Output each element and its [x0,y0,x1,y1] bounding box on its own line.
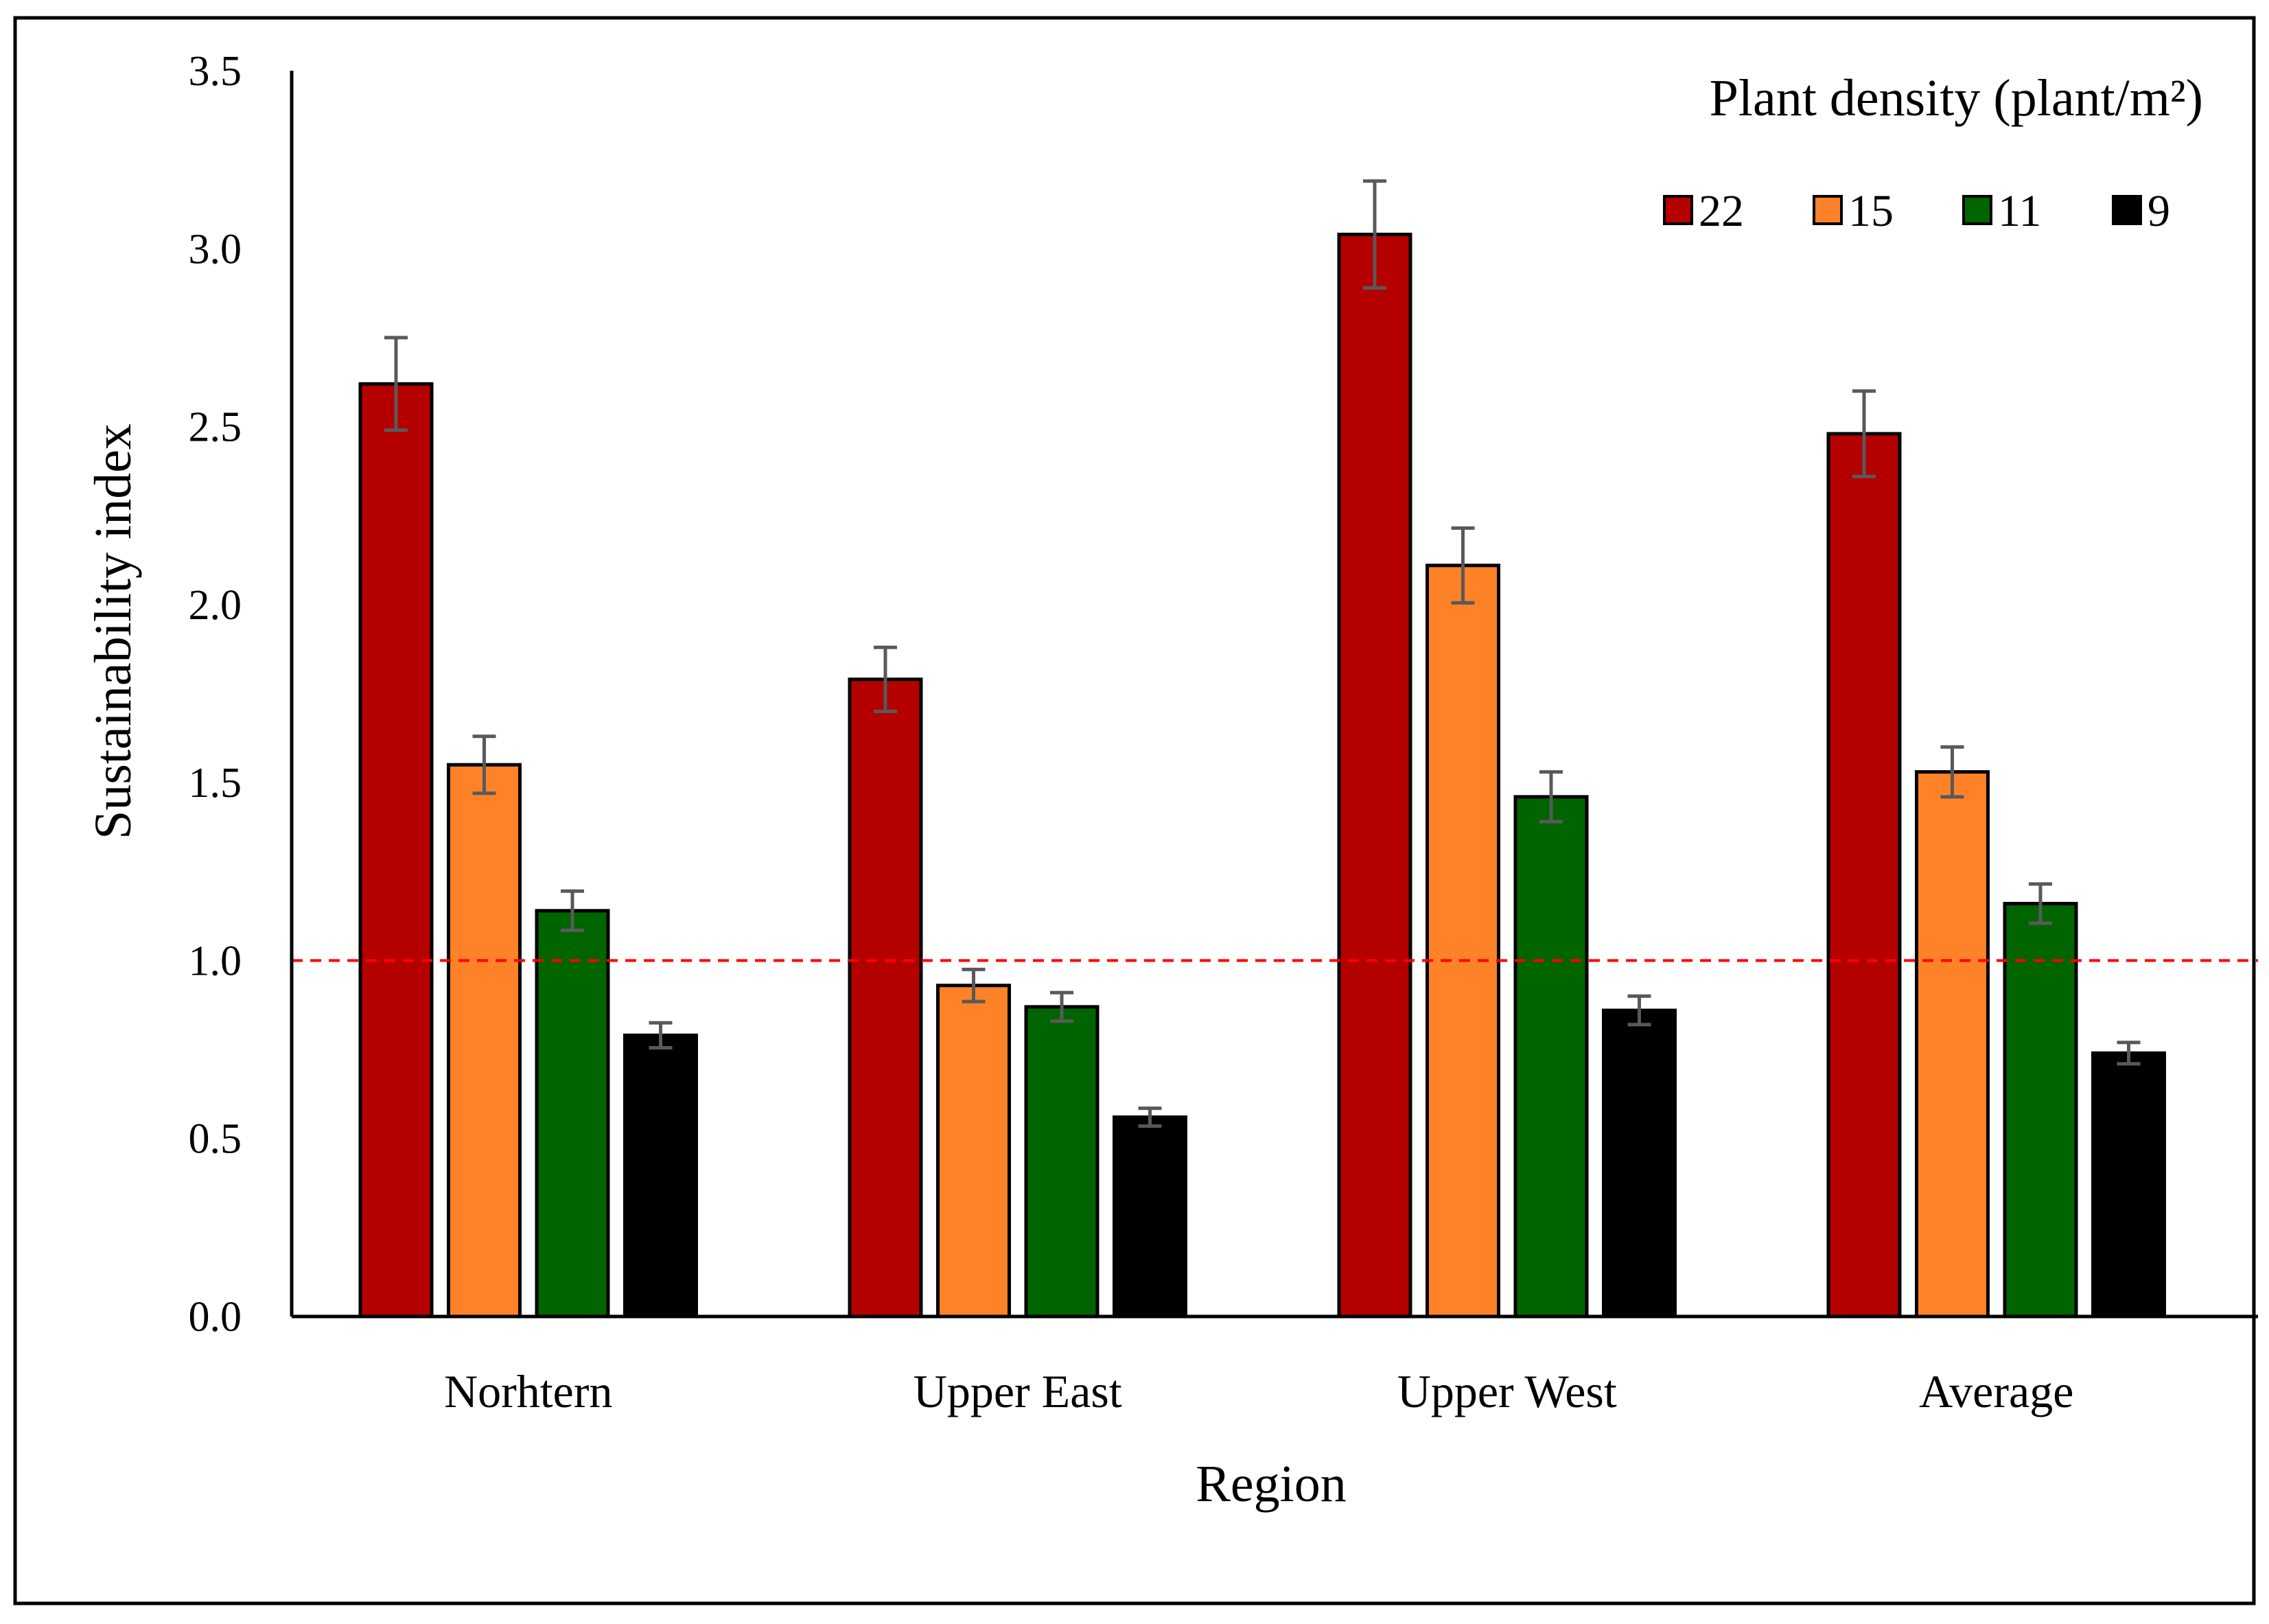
error-bar-15-norhtern [472,734,496,796]
legend-label-15: 15 [1848,186,1894,236]
error-bar-11-upper-west [1539,770,1563,824]
error-bar-22-upper-east [874,645,897,713]
x-tick-label: Norhtern [444,1365,612,1417]
bar-11-upper-east [1024,1005,1099,1319]
bar-15-average [1915,770,1990,1319]
bar-22-upper-west [1337,233,1412,1319]
bar-9-upper-east [1113,1115,1187,1319]
legend-item-9: 9 [2112,186,2170,236]
error-bar-11-average [2029,882,2052,925]
error-bar-22-norhtern [384,336,408,432]
x-axis-title: Region [1196,1455,1347,1513]
y-tick-label: 0.0 [189,1294,242,1341]
error-bar-22-average [1852,389,1876,478]
y-tick-label: 0.5 [189,1116,242,1163]
y-tick-label: 1.5 [189,760,242,807]
error-bar-9-average [2117,1041,2141,1066]
bar-22-upper-east [848,677,923,1319]
bar-9-upper-west [1602,1008,1677,1319]
legend-item-11: 11 [1962,186,2042,236]
y-tick-label: 3.0 [189,226,242,272]
y-tick-label: 1.0 [189,938,242,984]
error-bar-22-upper-west [1363,179,1386,290]
legend-label-9: 9 [2148,186,2170,236]
legend-title: Plant density (plant/m²) [1710,69,2203,127]
error-bar-9-upper-west [1627,994,1651,1027]
legend-item-15: 15 [1813,186,1894,236]
x-tick-label: Upper West [1397,1365,1617,1417]
bar-11-average [2003,901,2078,1319]
y-tick-label: 2.5 [189,404,242,451]
legend-swatch-15 [1813,195,1843,225]
error-bar-11-upper-east [1050,990,1073,1023]
bar-15-upper-east [936,984,1011,1319]
bar-15-upper-west [1426,564,1500,1319]
legend-swatch-11 [1962,195,1992,225]
bar-9-average [2091,1051,2166,1319]
error-bar-15-upper-west [1451,526,1475,605]
y-tick-label: 2.0 [189,582,242,629]
error-bar-11-norhtern [561,889,584,932]
bar-9-norhtern [623,1033,698,1319]
y-axis-title: Sustainability index [84,424,142,839]
x-tick-label: Upper East [914,1365,1122,1417]
bar-15-norhtern [447,763,522,1319]
error-bar-9-upper-east [1138,1106,1162,1128]
error-bar-15-upper-east [962,967,986,1004]
bar-22-average [1826,432,1902,1319]
x-tick-label: Average [1919,1365,2073,1417]
error-bar-9-norhtern [649,1021,673,1049]
legend-swatch-22 [1663,195,1693,225]
bar-22-norhtern [358,382,434,1319]
bar-11-upper-west [1513,795,1589,1319]
legend-item-22: 22 [1663,186,1744,236]
bar-11-norhtern [535,909,610,1319]
legend-label-11: 11 [1998,186,2042,236]
y-tick-label: 3.5 [189,48,242,95]
legend-swatch-9 [2112,195,2142,225]
legend-label-22: 22 [1699,186,1744,236]
error-bar-15-average [1940,745,1964,799]
